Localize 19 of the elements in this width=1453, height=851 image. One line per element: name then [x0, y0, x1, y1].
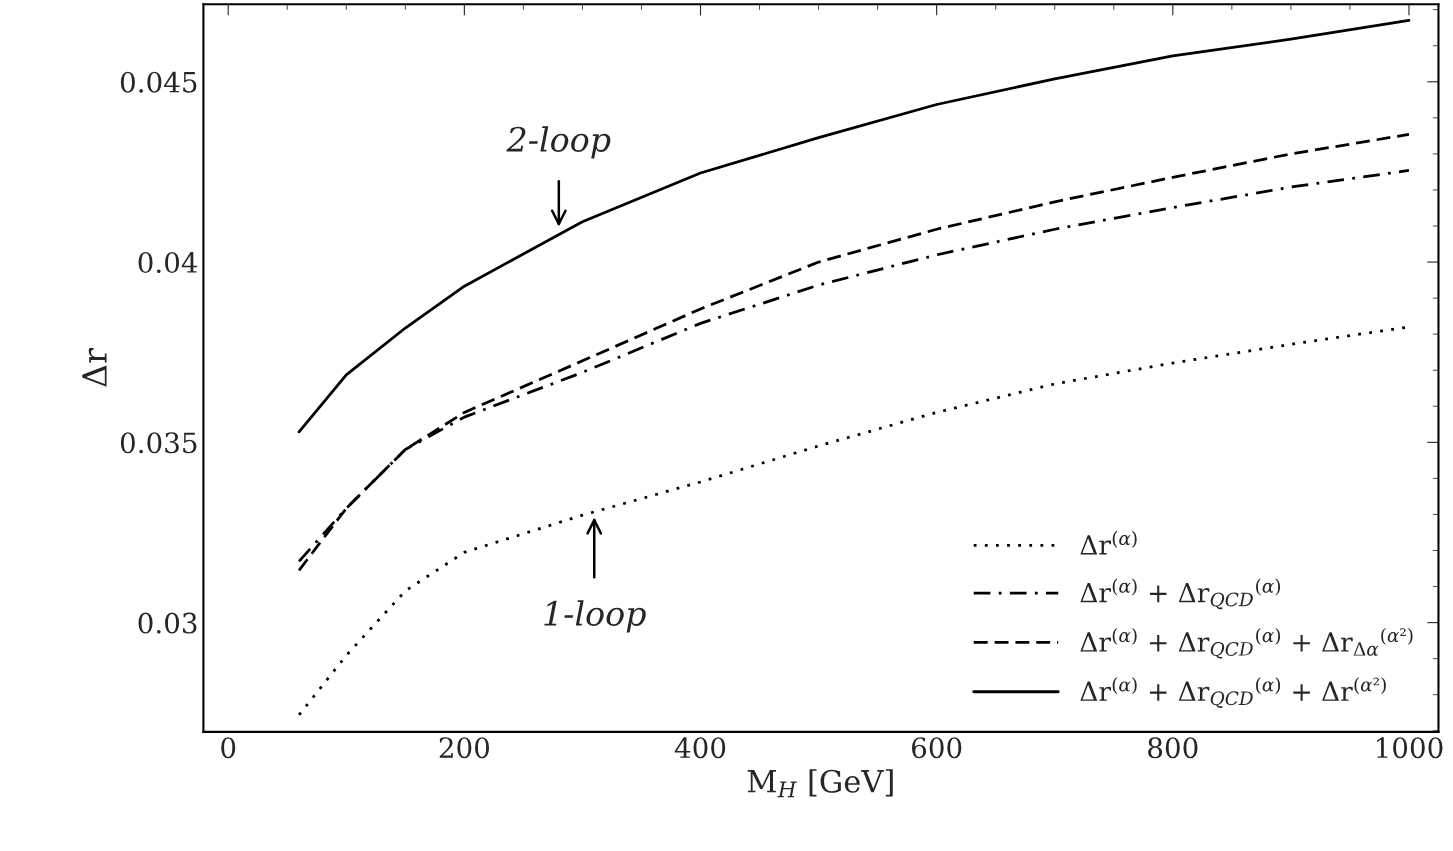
x-tick-label: 800 — [1148, 737, 1198, 759]
annotation: 1-loop — [544, 600, 646, 633]
x-tick-label: 200 — [439, 737, 490, 759]
legend-label: Δr$^{(α)}$ — [1080, 530, 1137, 555]
annotation: 2-loop — [506, 126, 611, 159]
x-axis-title: M$_{H}$ [GeV] — [747, 769, 893, 798]
x-tick-label: 600 — [912, 737, 962, 759]
y-tick-label: 0.04 — [138, 251, 198, 273]
x-tick-label: 1000 — [1376, 737, 1443, 759]
x-tick-label: 0 — [221, 737, 236, 759]
legend-label: Δr$^{(α)}$ + Δr$_{QCD}$$^{(α)}$ + Δr$^{(α²)}$ — [1080, 677, 1386, 708]
y-tick-label: 0.035 — [120, 432, 197, 454]
legend-label: Δr$^{(α)}$ + Δr$_{QCD}$$^{(α)}$ — [1080, 578, 1281, 610]
legend-label: Δr$^{(α)}$ + Δr$_{QCD}$$^{(α)}$ + Δr$_{Δα}$$^{(α²)}$ — [1080, 627, 1413, 659]
x-tick-label: 400 — [674, 737, 726, 759]
y-tick-label: 0.045 — [120, 71, 197, 93]
y-axis-title: Δr — [82, 348, 107, 387]
y-tick-label: 0.03 — [138, 612, 197, 634]
line-series — [297, 19, 1411, 434]
